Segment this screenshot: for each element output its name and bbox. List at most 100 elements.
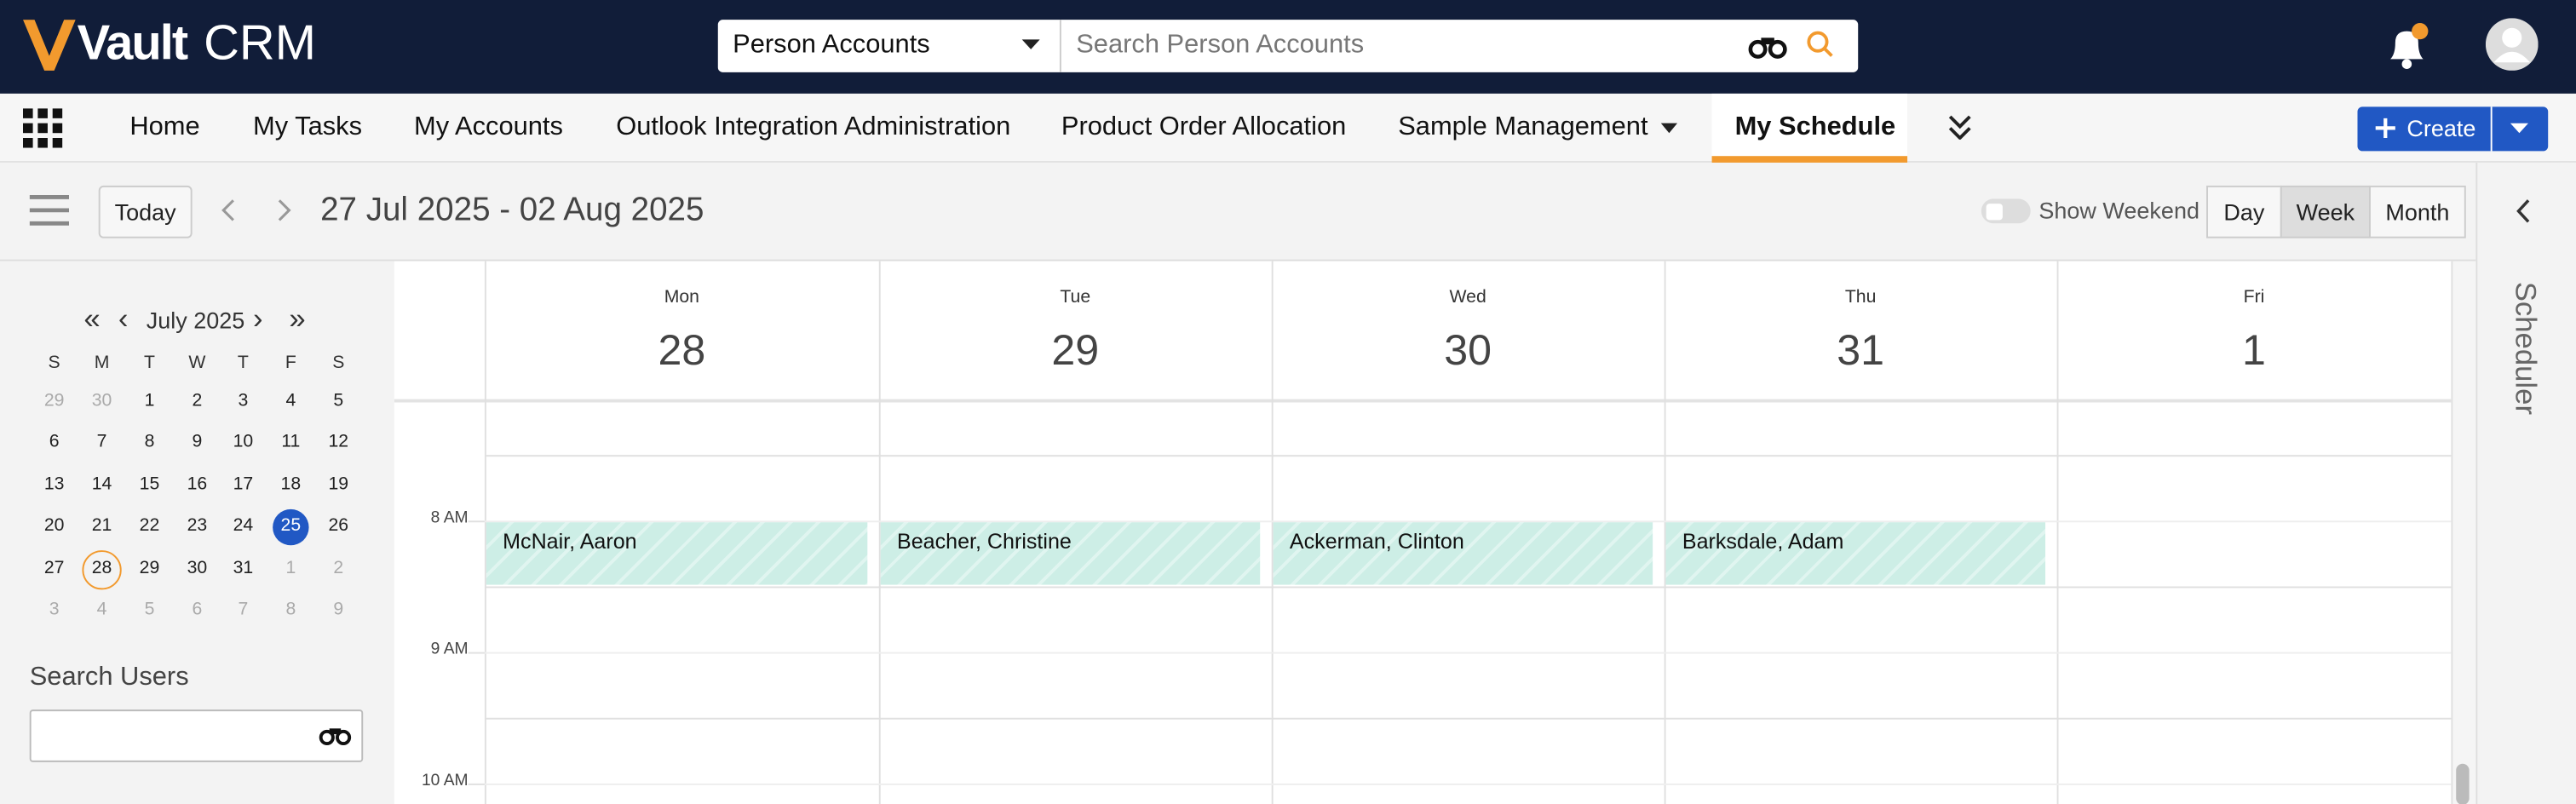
calendar-day[interactable]: 5 bbox=[144, 600, 155, 620]
nav-tab[interactable]: Sample Management bbox=[1398, 113, 1648, 142]
nav-tab[interactable]: My Accounts bbox=[413, 113, 563, 142]
notifications-icon[interactable] bbox=[2385, 21, 2431, 71]
search-placeholder[interactable]: Search Person Accounts bbox=[1076, 32, 1365, 60]
calendar-day[interactable]: 12 bbox=[328, 432, 349, 453]
nav-tab[interactable]: My Tasks bbox=[252, 113, 363, 142]
event[interactable]: Ackerman, Clinton bbox=[1273, 522, 1653, 585]
weekday-label: T bbox=[143, 353, 155, 374]
calendar-day[interactable]: 9 bbox=[192, 432, 203, 453]
event[interactable]: McNair, Aaron bbox=[486, 522, 868, 585]
scrollbar bbox=[2451, 261, 2476, 804]
calendar-day[interactable]: 28 bbox=[91, 559, 112, 579]
calendar-day[interactable]: 7 bbox=[238, 600, 249, 620]
gutter-tick bbox=[468, 783, 485, 785]
calendar-day[interactable]: 6 bbox=[192, 600, 203, 620]
calendar-day[interactable]: 4 bbox=[96, 600, 107, 620]
calendar-day[interactable]: 8 bbox=[285, 600, 296, 620]
toolbar bbox=[0, 162, 2476, 261]
gutter-tick bbox=[468, 652, 485, 654]
calendar-day[interactable]: 15 bbox=[139, 475, 160, 496]
day-name: Fri bbox=[2243, 288, 2265, 308]
calendar-day[interactable]: 17 bbox=[233, 475, 254, 496]
calendar-day[interactable]: 30 bbox=[187, 559, 208, 579]
calendar-day[interactable]: 18 bbox=[280, 475, 302, 496]
column-line bbox=[2056, 261, 2059, 804]
search-users-input[interactable] bbox=[29, 709, 364, 762]
avatar[interactable] bbox=[2485, 18, 2539, 71]
nav-bar bbox=[0, 93, 2576, 163]
calendar-day[interactable]: 20 bbox=[43, 516, 65, 537]
nav-tab[interactable]: Outlook Integration Administration bbox=[616, 113, 1011, 142]
month-title: July 2025 bbox=[146, 306, 245, 333]
month-nav[interactable]: » bbox=[289, 302, 306, 336]
nav-tab[interactable]: My Schedule bbox=[1734, 113, 1896, 142]
calendar-day[interactable]: 1 bbox=[285, 559, 296, 579]
search-icon[interactable] bbox=[1805, 30, 1835, 60]
calendar-day[interactable]: 14 bbox=[91, 475, 112, 496]
search-scope[interactable]: Person Accounts bbox=[733, 32, 930, 60]
calendar-day[interactable]: 5 bbox=[333, 391, 344, 411]
app-launcher[interactable] bbox=[22, 108, 63, 148]
month-nav[interactable]: › bbox=[252, 302, 263, 336]
calendar-day[interactable]: 13 bbox=[43, 475, 65, 496]
next-week[interactable] bbox=[276, 198, 292, 221]
column-line bbox=[878, 261, 881, 804]
calendar-day[interactable]: 4 bbox=[285, 391, 296, 411]
calendar-day[interactable]: 24 bbox=[233, 516, 254, 537]
month-nav[interactable]: « bbox=[83, 302, 101, 336]
logo bbox=[22, 20, 76, 71]
view-button[interactable]: Week bbox=[2280, 185, 2371, 238]
month-nav[interactable]: ‹ bbox=[118, 302, 129, 336]
calendar-day[interactable]: 26 bbox=[328, 516, 349, 537]
calendar-day[interactable]: 19 bbox=[328, 475, 349, 496]
calendar-day[interactable]: 29 bbox=[43, 391, 65, 411]
event[interactable]: Barksdale, Adam bbox=[1665, 522, 2046, 585]
binoculars-icon[interactable] bbox=[319, 724, 352, 745]
menu-icon[interactable] bbox=[29, 194, 69, 227]
calendar-day[interactable]: 27 bbox=[43, 559, 65, 579]
calendar-day[interactable]: 16 bbox=[187, 475, 208, 496]
calendar-day[interactable]: 3 bbox=[238, 391, 249, 411]
calendar-day[interactable]: 1 bbox=[144, 391, 155, 411]
calendar-day[interactable]: 21 bbox=[91, 516, 112, 537]
more-tabs[interactable] bbox=[1948, 115, 1971, 140]
calendar-day[interactable]: 2 bbox=[333, 559, 344, 579]
event[interactable]: Beacher, Christine bbox=[880, 522, 1261, 585]
calendar-day[interactable]: 10 bbox=[233, 432, 254, 453]
weekday-label: M bbox=[94, 353, 110, 374]
day-date: 30 bbox=[1444, 325, 1492, 376]
view-button[interactable]: Day bbox=[2206, 185, 2282, 238]
calendar-day[interactable]: 25 bbox=[280, 516, 302, 537]
time-label: 9 AM bbox=[430, 640, 469, 659]
calendar-day[interactable]: 23 bbox=[187, 516, 208, 537]
create-caret[interactable] bbox=[2510, 123, 2529, 135]
create-label[interactable]: Create bbox=[2406, 114, 2476, 141]
scroll-thumb[interactable] bbox=[2456, 763, 2470, 804]
collapse-panel[interactable] bbox=[2516, 198, 2532, 223]
calendar-day[interactable]: 11 bbox=[281, 432, 301, 453]
brand-suffix: CRM bbox=[204, 16, 316, 71]
calendar-day[interactable]: 3 bbox=[49, 600, 60, 620]
calendar-day[interactable]: 6 bbox=[49, 432, 60, 453]
tab-caret[interactable] bbox=[1660, 123, 1678, 134]
calendar-day[interactable]: 2 bbox=[192, 391, 203, 411]
day-date: 31 bbox=[1837, 325, 1884, 376]
calendar-day[interactable]: 30 bbox=[91, 391, 112, 411]
calendar-day[interactable]: 22 bbox=[139, 516, 160, 537]
weekday-label: S bbox=[332, 353, 345, 374]
active-tab-bg bbox=[1711, 93, 1908, 163]
nav-tab[interactable]: Product Order Allocation bbox=[1061, 113, 1347, 142]
calendar-day[interactable]: 9 bbox=[333, 600, 344, 620]
dropdown-caret[interactable] bbox=[1021, 39, 1040, 50]
view-button[interactable]: Month bbox=[2368, 185, 2466, 238]
calendar-day[interactable]: 8 bbox=[144, 432, 155, 453]
today-button[interactable]: Today bbox=[98, 185, 193, 238]
calendar-day[interactable]: 31 bbox=[233, 559, 254, 579]
calendar-day[interactable]: 29 bbox=[139, 559, 160, 579]
search-box[interactable] bbox=[717, 20, 1859, 72]
side-panel bbox=[2475, 162, 2576, 804]
prev-week[interactable] bbox=[220, 198, 236, 221]
nav-tab[interactable]: Home bbox=[129, 113, 200, 142]
calendar-day[interactable]: 7 bbox=[96, 432, 107, 453]
binoculars-icon[interactable] bbox=[1748, 33, 1787, 60]
